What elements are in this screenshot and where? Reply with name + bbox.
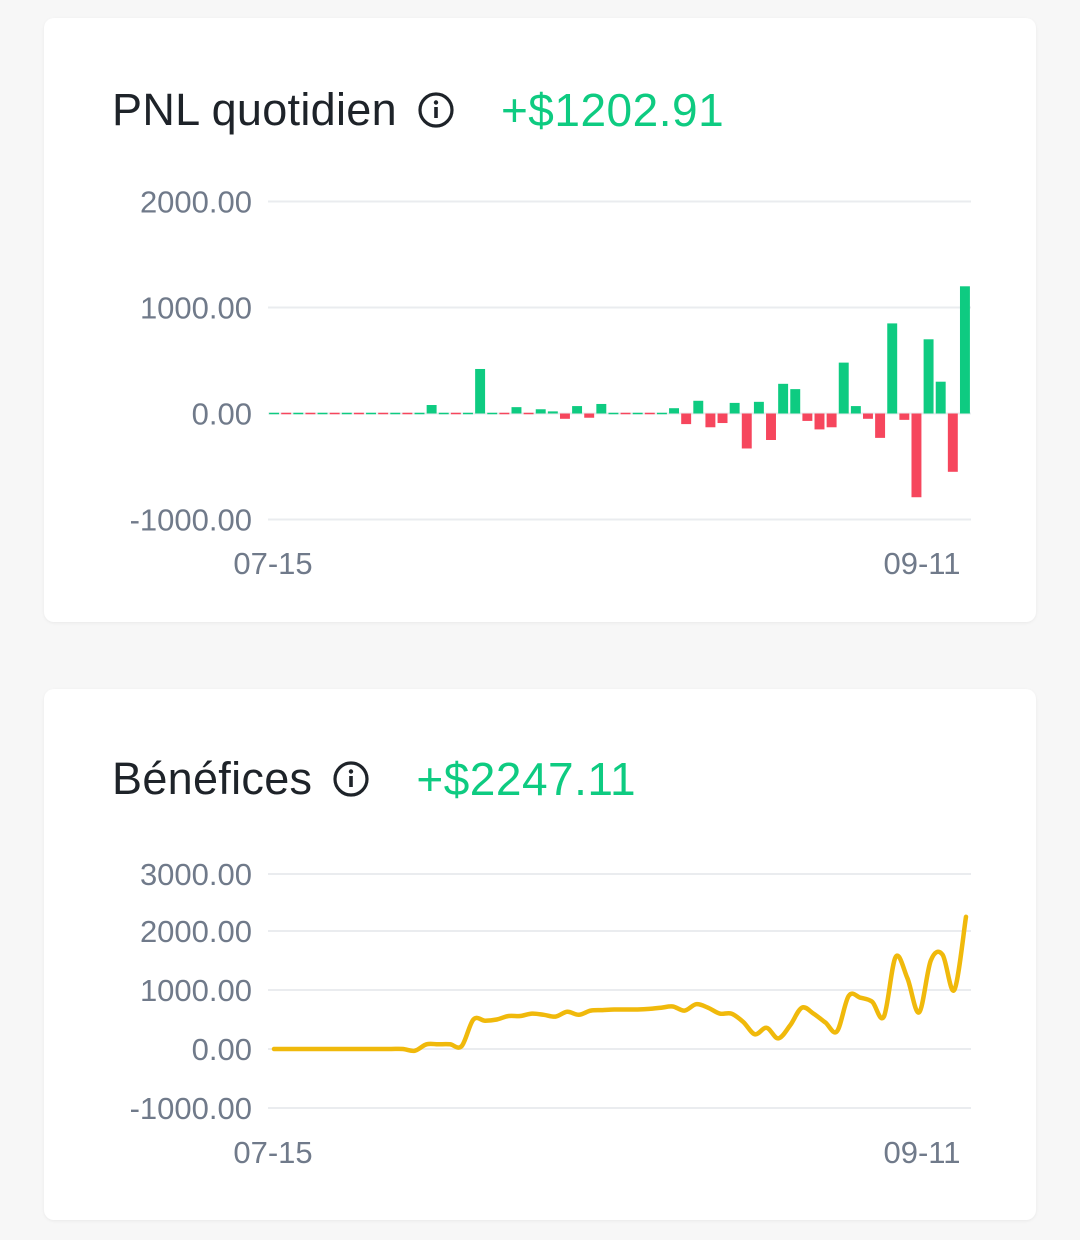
bar <box>705 413 716 428</box>
bar <box>511 407 522 414</box>
bar <box>826 413 837 428</box>
bar <box>935 381 946 414</box>
x-tick-label: 07-15 <box>233 546 312 581</box>
bar <box>814 413 825 430</box>
y-tick-label: 1000.00 <box>140 973 252 1008</box>
y-tick-label: 2000.00 <box>140 185 252 220</box>
daily-pnl-header: PNL quotidien +$1202.91 <box>112 78 724 142</box>
bar <box>766 413 776 440</box>
bar <box>535 409 546 414</box>
bar <box>547 411 558 414</box>
bar <box>681 413 692 425</box>
bar <box>741 413 752 449</box>
bar <box>475 368 486 414</box>
bar <box>802 413 813 421</box>
profits-line-chart: 3000.00 2000.00 1000.00 0.00 -1000.00 07-15 09… <box>130 857 971 1170</box>
bar <box>717 413 728 424</box>
profits-card: Bénéfices +$2247.11 3000.00 2000.00 1000.0… <box>44 689 1036 1220</box>
x-tick-label: 09-11 <box>884 1135 961 1170</box>
bar <box>596 403 607 414</box>
y-tick-label: 0.00 <box>192 1032 252 1067</box>
bar <box>947 413 958 472</box>
bar <box>790 389 801 414</box>
y-tick-label: -1000.00 <box>130 1091 252 1126</box>
profits-title: Bénéfices <box>112 753 313 804</box>
bar <box>923 339 934 414</box>
y-tick-label: -1000.00 <box>130 503 252 538</box>
y-tick-label: 2000.00 <box>140 914 252 949</box>
info-circle-icon[interactable] <box>417 91 455 129</box>
x-tick-label: 09-11 <box>884 546 961 581</box>
x-tick-label: 07-15 <box>233 1135 312 1170</box>
info-circle-icon[interactable] <box>332 760 370 798</box>
bar <box>559 413 570 419</box>
bar <box>863 413 873 419</box>
bar <box>753 401 764 414</box>
series-line <box>271 914 969 1054</box>
y-tick-label: 3000.00 <box>140 857 252 892</box>
bar <box>838 362 849 414</box>
daily-pnl-title: PNL quotidien <box>112 84 397 135</box>
bar <box>887 323 898 414</box>
bar <box>959 286 970 414</box>
bar <box>426 405 437 414</box>
daily-pnl-bar-chart: 2000.00 1000.00 0.00 -1000.00 07-15 09-11 <box>130 185 971 581</box>
daily-pnl-card: PNL quotidien +$1202.91 2000.00 1000.00 0.… <box>44 18 1036 622</box>
bar <box>875 413 886 438</box>
bar <box>572 406 583 414</box>
bar <box>899 413 910 420</box>
bar <box>584 413 595 418</box>
bar <box>850 406 861 414</box>
bar <box>669 408 680 414</box>
y-tick-label: 0.00 <box>192 397 252 432</box>
bar <box>911 413 922 498</box>
profits-value: +$2247.11 <box>416 753 637 805</box>
bar <box>778 383 789 414</box>
daily-pnl-value: +$1202.91 <box>500 84 725 136</box>
bar <box>693 400 704 414</box>
profits-header: Bénéfices +$2247.11 <box>112 747 636 811</box>
y-tick-label: 1000.00 <box>140 291 252 326</box>
bar <box>729 402 740 414</box>
